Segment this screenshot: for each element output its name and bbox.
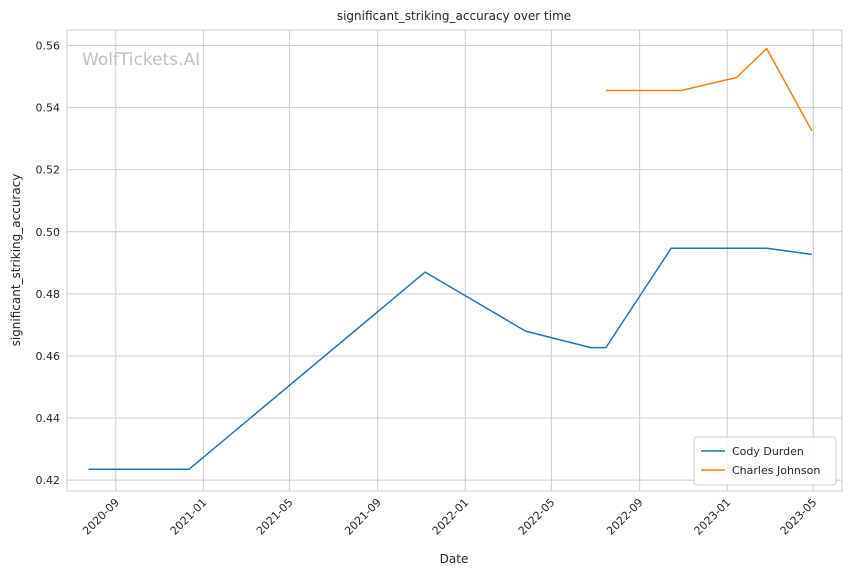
- y-axis-label: significant_striking_accuracy: [9, 174, 23, 347]
- y-tick-label: 0.46: [36, 350, 61, 363]
- legend-box: [693, 436, 837, 486]
- chart-title: significant_striking_accuracy over time: [337, 9, 571, 23]
- legend: Cody Durden Charles Johnson: [693, 436, 837, 486]
- legend-label: Charles Johnson: [732, 464, 820, 477]
- y-tick-label: 0.48: [36, 288, 61, 301]
- legend-label: Cody Durden: [732, 445, 804, 458]
- y-tick-labels: 0.42 0.44 0.46 0.48 0.50 0.52 0.54 0.56: [36, 40, 61, 488]
- y-tick-label: 0.42: [36, 474, 61, 487]
- y-tick-label: 0.52: [36, 164, 61, 177]
- grid: [67, 30, 842, 491]
- plot-frame: [66, 29, 843, 492]
- y-tick-label: 0.56: [36, 40, 61, 53]
- series-line-1: [88, 247, 813, 471]
- x-axis-label: Date: [440, 552, 469, 566]
- y-tick-label: 0.54: [36, 102, 61, 115]
- y-tick-label: 0.50: [36, 226, 61, 239]
- series-line-2: [605, 47, 813, 132]
- watermark: WolfTickets.AI: [82, 50, 200, 70]
- series-layer: [88, 47, 813, 471]
- y-tick-label: 0.44: [36, 412, 61, 425]
